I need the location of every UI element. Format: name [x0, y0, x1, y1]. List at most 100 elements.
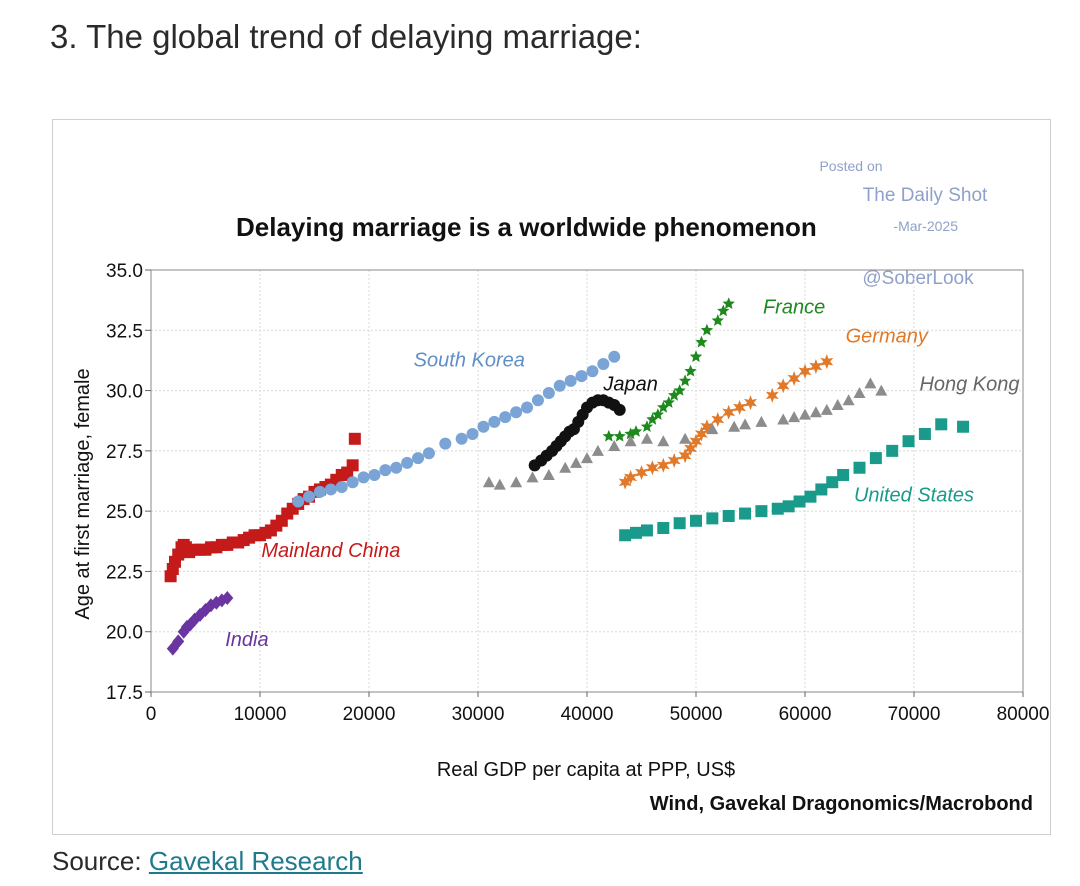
- germany-point: [765, 387, 779, 403]
- south-korea-point: [542, 386, 555, 399]
- south-korea-point: [357, 471, 370, 484]
- france-point: [700, 323, 714, 336]
- y-tick-label: 32.5: [106, 321, 143, 342]
- germany-point: [798, 363, 812, 379]
- germany-point: [678, 448, 692, 464]
- japan-point: [613, 403, 626, 416]
- hong-kong-point: [739, 418, 752, 430]
- hong-kong-point: [482, 476, 495, 488]
- south-korea-point: [335, 481, 348, 494]
- scatter-chart: Posted on The Daily Shot -Mar-2025 @Sobe…: [72, 158, 1049, 815]
- label-south-korea: South Korea: [414, 349, 525, 371]
- x-tick-label: 30000: [452, 704, 505, 725]
- source-link[interactable]: Gavekal Research: [148, 846, 363, 876]
- united-states-point: [902, 435, 915, 448]
- x-tick-label: 80000: [997, 704, 1050, 725]
- hong-kong-point: [581, 452, 593, 464]
- south-korea-point: [455, 432, 468, 445]
- south-korea-point: [401, 456, 414, 469]
- series-united-states: [619, 418, 970, 542]
- france-point: [662, 396, 675, 408]
- germany-point: [787, 371, 801, 386]
- label-japan: Japan: [602, 374, 658, 396]
- hong-kong-point: [657, 435, 670, 447]
- united-states-point: [853, 461, 866, 474]
- united-states-point: [804, 490, 817, 503]
- chart-credit: Wind, Gavekal Dragonomics/Macrobond: [650, 793, 1033, 815]
- hong-kong-point: [809, 406, 822, 418]
- hong-kong-point: [624, 435, 637, 447]
- x-tick-label: 10000: [234, 704, 287, 725]
- united-states-point: [755, 505, 768, 518]
- germany-point: [624, 469, 638, 485]
- hong-kong-point: [706, 423, 719, 435]
- south-korea-point: [521, 401, 534, 414]
- germany-point: [722, 404, 736, 420]
- y-tick-label: 25.0: [106, 502, 143, 523]
- united-states-point: [619, 529, 632, 542]
- source-line: Source: Gavekal Research: [52, 846, 363, 877]
- france-point: [711, 314, 724, 326]
- france-point: [668, 388, 681, 401]
- label-germany: Germany: [846, 325, 929, 347]
- series-japan: [528, 394, 626, 472]
- south-korea-point: [575, 370, 588, 383]
- germany-point: [635, 465, 648, 481]
- y-tick-label: 20.0: [106, 623, 143, 644]
- series-hong-kong: [482, 377, 888, 490]
- chart-figure: Posted on The Daily Shot -Mar-2025 @Sobe…: [52, 119, 1051, 835]
- india-point: [188, 612, 201, 627]
- hong-kong-point: [640, 432, 653, 444]
- united-states-point: [722, 509, 735, 522]
- germany-point: [733, 400, 747, 415]
- france-point: [722, 297, 735, 309]
- india-point: [184, 617, 197, 632]
- watermark: Posted on The Daily Shot -Mar-2025 @Sobe…: [819, 158, 988, 289]
- south-korea-point: [390, 461, 403, 474]
- south-korea-point: [531, 394, 544, 407]
- hong-kong-point: [559, 461, 572, 473]
- y-tick-label: 27.5: [106, 442, 143, 463]
- germany-point: [776, 378, 790, 394]
- south-korea-point: [422, 447, 435, 460]
- watermark-posted-on: Posted on: [819, 158, 882, 174]
- france-point: [646, 413, 659, 425]
- watermark-date: -Mar-2025: [893, 218, 958, 234]
- y-axis-label: Age at first marriage, female: [72, 368, 94, 619]
- source-prefix: Source:: [52, 846, 142, 876]
- hong-kong-point: [831, 399, 844, 411]
- united-states-point: [815, 483, 828, 496]
- south-korea-point: [597, 358, 610, 371]
- south-korea-point: [412, 452, 425, 465]
- plot-axes: 17.5 20.0 22.5 25.0 27.5 30.0 32.5 35.0 0 10000 20…: [106, 261, 1049, 725]
- india-point: [172, 634, 185, 649]
- y-tick-label: 30.0: [106, 382, 143, 403]
- india-point: [210, 595, 223, 610]
- hong-kong-point: [570, 456, 583, 468]
- hong-kong-point: [679, 432, 692, 444]
- united-states-point: [640, 524, 653, 537]
- south-korea-point: [303, 490, 316, 503]
- y-tick-label: 22.5: [106, 562, 143, 583]
- hong-kong-point: [864, 377, 877, 389]
- germany-point: [820, 354, 834, 370]
- france-point: [651, 408, 664, 420]
- hong-kong-point: [853, 386, 866, 398]
- south-korea-point: [553, 379, 566, 392]
- france-point: [678, 374, 692, 387]
- label-mainland-china: Mainland China: [261, 540, 400, 562]
- united-states-point: [935, 418, 948, 431]
- germany-point: [684, 440, 697, 456]
- hong-kong-point: [608, 440, 621, 452]
- south-korea-point: [488, 415, 501, 428]
- hong-kong-point: [799, 408, 811, 420]
- x-tick-label: 50000: [670, 704, 723, 725]
- south-korea-point: [586, 365, 599, 378]
- france-point: [640, 420, 654, 432]
- south-korea-point: [477, 420, 490, 433]
- hong-kong-point: [493, 478, 506, 490]
- germany-point: [656, 457, 670, 473]
- united-states-point: [673, 517, 686, 530]
- united-states-point: [869, 452, 882, 465]
- plot-marks: [164, 297, 970, 656]
